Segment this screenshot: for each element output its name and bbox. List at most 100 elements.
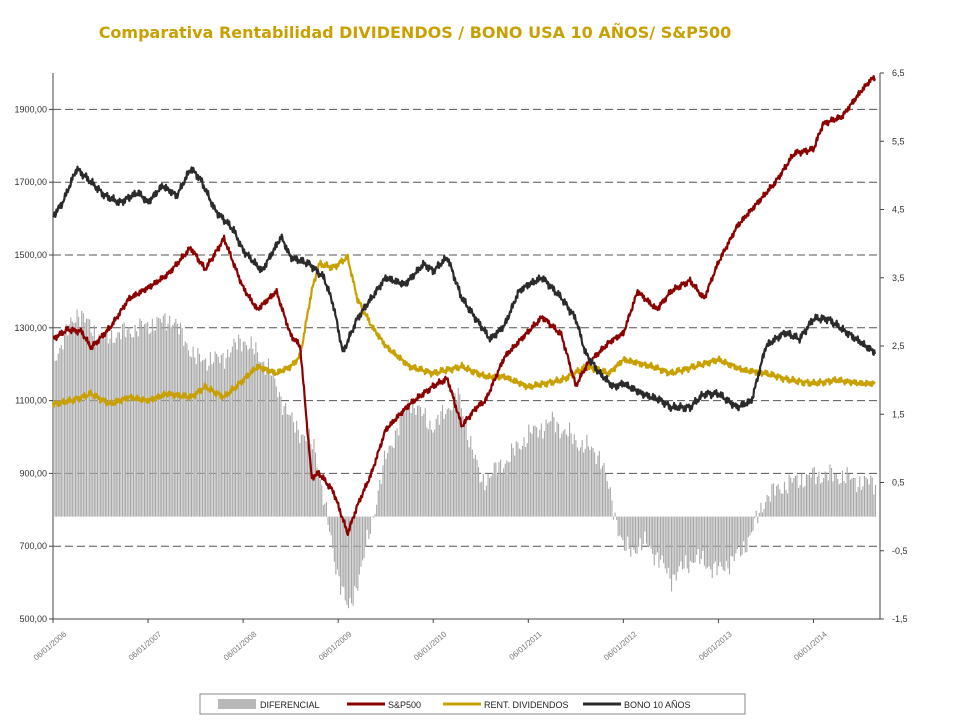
diferencial-bar: [848, 473, 850, 517]
diferencial-bar: [377, 490, 379, 517]
diferencial-bar: [834, 473, 836, 517]
diferencial-bar: [316, 467, 318, 517]
diferencial-bar: [699, 516, 701, 565]
diferencial-bar: [655, 516, 657, 555]
diferencial-bar: [383, 450, 385, 517]
diferencial-bar: [468, 447, 470, 517]
diferencial-bar: [451, 410, 453, 517]
diferencial-bar: [788, 474, 790, 517]
diferencial-bar: [569, 422, 571, 517]
y-right-tick-label: 0,5: [892, 478, 905, 488]
diferencial-bar: [467, 440, 469, 517]
y-left-tick-label: 1900,00: [14, 104, 47, 114]
diferencial-bar: [799, 485, 801, 517]
diferencial-bar: [826, 474, 828, 517]
diferencial-bar: [416, 405, 418, 517]
diferencial-bar: [598, 450, 600, 517]
diferencial-bar: [75, 322, 77, 517]
diferencial-bar: [865, 477, 867, 517]
diferencial-bar: [661, 516, 663, 556]
diferencial-bar: [807, 474, 809, 517]
diferencial-bar: [478, 466, 480, 517]
diferencial-bar: [418, 405, 420, 517]
diferencial-bar: [724, 516, 726, 572]
diferencial-bar: [520, 449, 522, 517]
diferencial-bar: [56, 360, 58, 517]
diferencial-bar: [710, 516, 712, 570]
diferencial-bar: [769, 501, 771, 517]
diferencial-bar: [476, 459, 478, 517]
diferencial-bar: [209, 352, 211, 517]
diferencial-bar: [536, 427, 538, 517]
diferencial-bar: [373, 516, 375, 518]
diferencial-bar: [351, 516, 353, 604]
diferencial-bar: [123, 322, 125, 517]
diferencial-bar: [104, 331, 106, 517]
diferencial-bar: [165, 330, 167, 517]
diferencial-bar: [692, 516, 694, 563]
diferencial-bar: [667, 516, 669, 568]
diferencial-bar: [856, 492, 858, 517]
diferencial-bar: [840, 483, 842, 517]
diferencial-bar: [216, 353, 218, 517]
diferencial-bar: [195, 364, 197, 517]
legend-bono-label: BONO 10 AÑOS: [624, 700, 691, 710]
diferencial-bar: [159, 318, 161, 517]
diferencial-bar: [716, 516, 718, 576]
diferencial-bar: [140, 320, 142, 517]
diferencial-bar: [783, 481, 785, 517]
diferencial-bar: [813, 466, 815, 517]
diferencial-bar: [252, 348, 254, 517]
bono-line: [52, 165, 876, 413]
diferencial-bar: [821, 482, 823, 517]
diferencial-bar: [360, 516, 362, 567]
legend-sp500-label: S&P500: [388, 700, 421, 710]
x-tick-label: 06/01/2014: [792, 629, 829, 662]
diferencial-bar: [415, 414, 417, 517]
diferencial-bar: [409, 407, 411, 517]
diferencial-bar: [148, 334, 150, 517]
diferencial-bar: [573, 434, 575, 517]
diferencial-bar: [111, 330, 113, 517]
diferencial-bar: [802, 487, 804, 517]
diferencial-bar: [434, 429, 436, 517]
diferencial-bar: [244, 341, 246, 517]
diferencial-bar: [245, 345, 247, 517]
diferencial-bar: [366, 516, 368, 530]
diferencial-bar: [525, 447, 527, 517]
diferencial-bar: [617, 516, 619, 537]
y-right-tick-label: 4,5: [892, 205, 905, 215]
diferencial-bar: [325, 502, 327, 517]
diferencial-bar: [213, 362, 215, 517]
diferencial-bar: [67, 335, 69, 517]
diferencial-bar: [602, 465, 604, 517]
diferencial-bar: [230, 352, 232, 517]
diferencial-bar: [191, 357, 193, 517]
diferencial-bar: [837, 478, 839, 517]
diferencial-bar: [774, 495, 776, 517]
diferencial-bar: [214, 351, 216, 517]
diferencial-bar: [550, 420, 552, 517]
diferencial-bar: [253, 354, 255, 517]
diferencial-bar: [677, 516, 679, 572]
diferencial-bar: [255, 342, 257, 517]
diferencial-bar: [542, 438, 544, 517]
diferencial-bar: [852, 477, 854, 517]
diferencial-bar: [341, 516, 343, 587]
diferencial-bar: [404, 411, 406, 517]
diferencial-bar: [652, 516, 654, 554]
diferencial-bar: [507, 462, 509, 517]
legend-diferencial-swatch: [218, 699, 256, 709]
diferencial-bar: [343, 516, 345, 588]
diferencial-bar: [305, 441, 307, 517]
y-left-tick-label: 700,00: [19, 541, 47, 551]
diferencial-bar: [761, 512, 763, 517]
diferencial-bar: [506, 460, 508, 517]
diferencial-bar: [620, 516, 622, 538]
diferencial-bar: [261, 362, 263, 517]
diferencial-bar: [729, 516, 731, 575]
diferencial-bar: [352, 516, 354, 606]
diferencial-bar: [746, 516, 748, 552]
diferencial-bar: [90, 332, 92, 517]
diferencial-bar: [410, 413, 412, 517]
